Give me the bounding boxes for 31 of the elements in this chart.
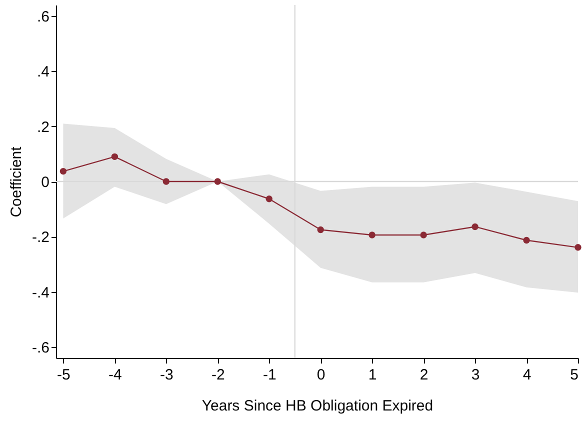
- x-tick-label: -4: [108, 366, 122, 384]
- point: [111, 153, 118, 160]
- x-tick-label: -2: [211, 366, 225, 384]
- point: [60, 168, 67, 175]
- x-tick-label: 0: [316, 366, 326, 384]
- x-tick-label: -3: [160, 366, 174, 384]
- x-tick-label: -5: [57, 366, 70, 384]
- point: [317, 226, 324, 234]
- point: [214, 178, 221, 185]
- x-tick-label: -1: [262, 366, 276, 384]
- point: [574, 244, 582, 251]
- x-axis-title: Years Since HB Obligation Expired: [202, 398, 434, 414]
- x-tick-label: 5: [570, 366, 578, 384]
- y-tick-label: .6: [36, 8, 50, 26]
- y-tick-label: .2: [36, 118, 50, 136]
- point: [420, 232, 427, 238]
- y-tick-label: 0: [41, 174, 50, 191]
- point: [266, 196, 272, 202]
- x-tick-label: 3: [471, 366, 480, 384]
- point: [162, 178, 170, 185]
- point: [368, 232, 376, 238]
- y-tick-label: -.6: [32, 339, 50, 356]
- point: [523, 236, 530, 244]
- y-tick-label: .4: [36, 64, 50, 81]
- y-tick-label: -.4: [32, 284, 50, 302]
- y-tick-label: -.2: [32, 229, 50, 246]
- x-tick-label: 2: [420, 366, 428, 384]
- x-tick-label: 4: [522, 366, 532, 384]
- point: [472, 223, 478, 230]
- y-axis-title: Coefficient: [8, 146, 25, 218]
- x-tick-label: 1: [368, 366, 377, 384]
